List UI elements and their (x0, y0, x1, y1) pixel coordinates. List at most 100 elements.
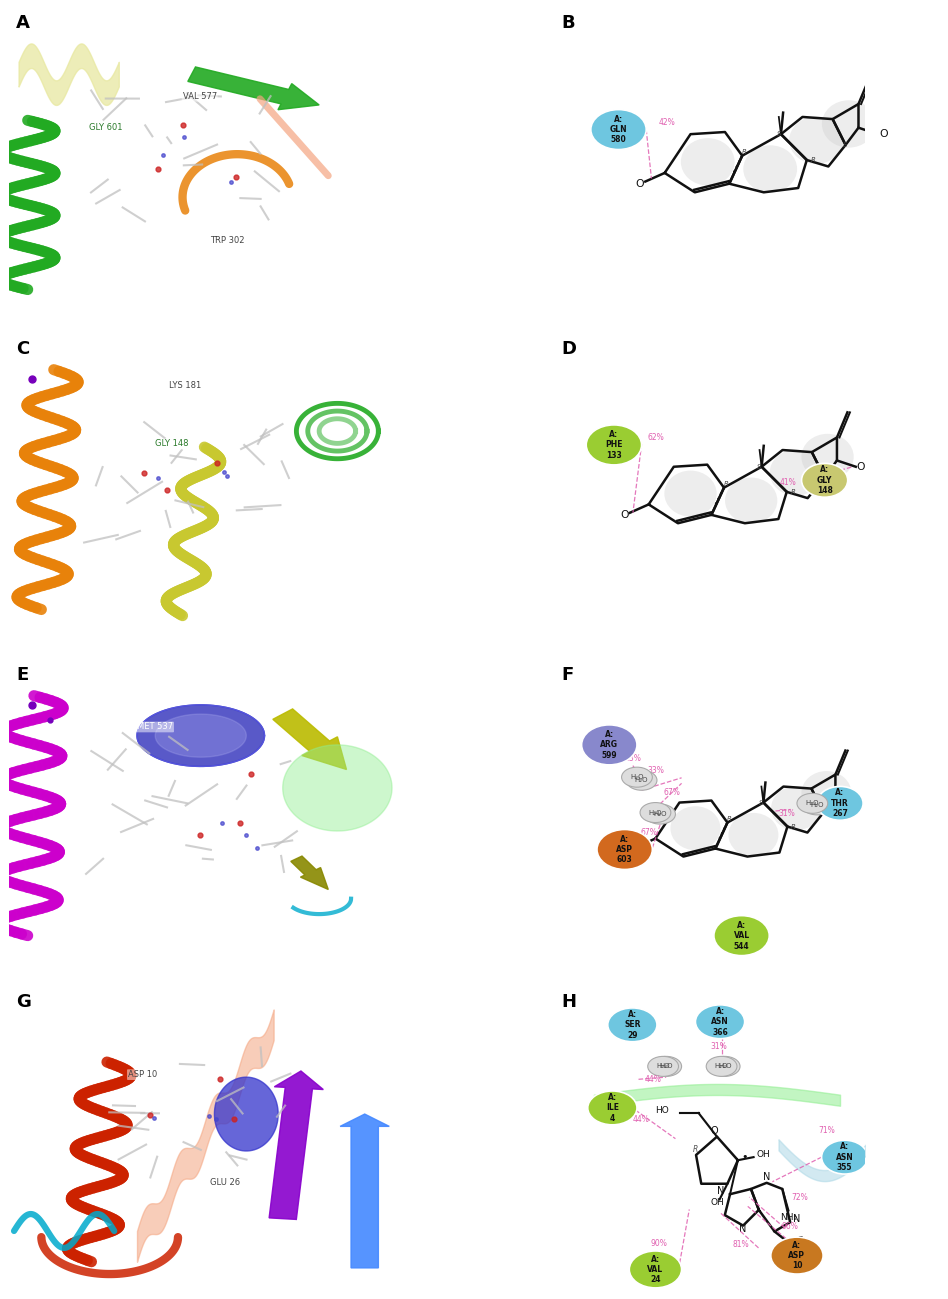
Text: A:
ASN
366: A: ASN 366 (711, 1007, 729, 1037)
Text: A: A (16, 14, 30, 32)
Text: H₂O: H₂O (630, 774, 644, 781)
Text: A:
VAL
24: A: VAL 24 (647, 1255, 664, 1285)
Ellipse shape (728, 813, 778, 857)
Text: 41%: 41% (780, 478, 796, 487)
Ellipse shape (801, 772, 851, 814)
Ellipse shape (801, 434, 854, 479)
Text: H₂O: H₂O (718, 1064, 732, 1069)
Ellipse shape (588, 1091, 637, 1125)
Ellipse shape (586, 425, 642, 465)
Ellipse shape (597, 830, 652, 869)
Text: 31%: 31% (821, 809, 838, 817)
Text: GLU 26: GLU 26 (210, 1178, 240, 1187)
Text: N: N (793, 1215, 801, 1224)
Text: S: S (821, 809, 826, 816)
Text: A:
PHE
133: A: PHE 133 (605, 430, 623, 460)
Text: O: O (854, 798, 863, 808)
Ellipse shape (770, 449, 822, 496)
Text: 67%: 67% (640, 827, 657, 837)
Text: 44%: 44% (633, 1115, 649, 1124)
Text: S: S (757, 464, 762, 470)
Ellipse shape (629, 1251, 682, 1287)
Text: 90%: 90% (651, 1239, 667, 1248)
Ellipse shape (581, 725, 637, 765)
Ellipse shape (651, 1056, 682, 1077)
Text: R: R (791, 488, 795, 495)
Ellipse shape (647, 1056, 679, 1077)
Text: 72%: 72% (792, 1194, 809, 1202)
Text: R: R (723, 481, 728, 487)
Text: H₂O: H₂O (806, 800, 819, 807)
Ellipse shape (802, 464, 848, 498)
Text: H₂O: H₂O (653, 811, 666, 817)
Ellipse shape (670, 807, 720, 851)
Text: HO: HO (655, 1107, 669, 1115)
Text: H₂O: H₂O (811, 801, 824, 808)
Ellipse shape (797, 794, 828, 813)
Polygon shape (214, 1077, 278, 1151)
Text: G: G (16, 992, 31, 1011)
Text: O: O (629, 843, 637, 853)
Polygon shape (283, 744, 392, 831)
Ellipse shape (709, 1056, 740, 1077)
FancyArrow shape (188, 68, 319, 109)
Text: 44%: 44% (645, 1074, 662, 1083)
Text: GLY 148: GLY 148 (155, 439, 189, 448)
Text: A:
ASP
603: A: ASP 603 (616, 834, 633, 864)
FancyArrow shape (269, 1070, 323, 1220)
Text: R: R (742, 148, 747, 155)
Text: 81%: 81% (733, 1241, 749, 1248)
Text: A:
GLY
148: A: GLY 148 (817, 465, 832, 495)
Text: H: H (561, 992, 576, 1011)
Ellipse shape (822, 1141, 867, 1174)
Ellipse shape (743, 145, 797, 192)
Ellipse shape (706, 1056, 737, 1077)
Text: 67%: 67% (664, 787, 680, 796)
Text: NH₂: NH₂ (780, 1213, 797, 1222)
Ellipse shape (771, 1237, 823, 1274)
Text: A:
ASP
10: A: ASP 10 (789, 1241, 806, 1270)
Ellipse shape (608, 1008, 657, 1042)
Text: N: N (717, 1186, 724, 1196)
Text: R: R (811, 157, 815, 164)
FancyArrow shape (273, 709, 346, 769)
Text: R: R (791, 824, 796, 830)
Text: 31%: 31% (778, 809, 795, 817)
Text: H₂O: H₂O (715, 1064, 728, 1069)
Ellipse shape (681, 138, 735, 186)
Text: 62%: 62% (647, 434, 665, 442)
Text: H₂O: H₂O (635, 777, 648, 783)
Text: MET 537: MET 537 (137, 722, 173, 731)
Ellipse shape (591, 109, 647, 149)
Text: R: R (727, 816, 732, 821)
Text: H₂O: H₂O (648, 809, 663, 816)
Text: S: S (776, 131, 781, 138)
Text: N: N (739, 1224, 747, 1234)
Text: O: O (710, 1126, 718, 1135)
Text: 71%: 71% (818, 1125, 834, 1134)
Text: A:
VAL
544: A: VAL 544 (734, 921, 750, 951)
Text: S: S (822, 474, 827, 481)
Text: E: E (16, 666, 28, 685)
Text: F: F (561, 666, 574, 685)
Text: H₂O: H₂O (656, 1064, 670, 1069)
Text: TRP 302: TRP 302 (210, 236, 245, 246)
Ellipse shape (696, 1005, 745, 1039)
Text: R: R (693, 1144, 699, 1154)
Text: 96%: 96% (781, 1221, 798, 1230)
Ellipse shape (627, 770, 657, 790)
Ellipse shape (622, 768, 652, 787)
Text: S: S (759, 800, 764, 805)
Text: VAL 577: VAL 577 (183, 92, 217, 101)
Ellipse shape (640, 803, 671, 822)
Text: O: O (620, 511, 629, 520)
FancyArrow shape (340, 1115, 390, 1268)
Ellipse shape (645, 804, 675, 824)
Ellipse shape (822, 100, 876, 148)
Text: D: D (561, 340, 576, 359)
Text: C: C (16, 340, 29, 359)
Text: N: N (763, 1172, 771, 1182)
Text: A:
THR
267: A: THR 267 (831, 788, 848, 818)
Text: 42%: 42% (659, 118, 675, 127)
Text: A:
ASN
355: A: ASN 355 (836, 1142, 853, 1172)
